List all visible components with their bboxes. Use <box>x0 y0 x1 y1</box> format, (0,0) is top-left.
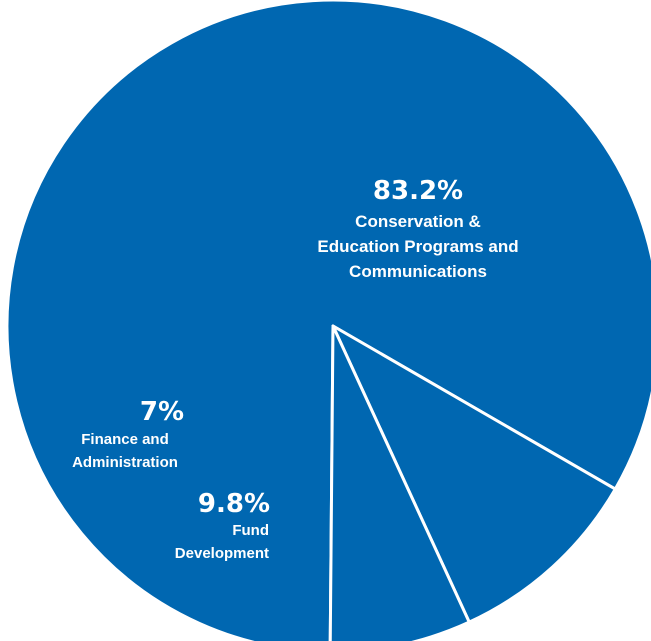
slice-label-finance-administration-line-2: Administration <box>72 454 178 471</box>
slice-label-conservation-line-3: Communications <box>349 262 487 281</box>
slice-label-conservation-line-1: Conservation & <box>355 212 481 231</box>
slice-label-group-conservation: 83.2% Conservation & Education Programs … <box>317 176 518 281</box>
slice-label-conservation-line-2: Education Programs and <box>317 237 518 256</box>
slice-percent-finance-administration: 7% <box>140 397 184 427</box>
slice-label-fund-development-line-2: Development <box>175 545 269 562</box>
slice-percent-conservation: 83.2% <box>373 176 463 206</box>
slice-label-group-finance-administration: 7% Finance and Administration <box>72 397 184 471</box>
slice-label-fund-development-line-1: Fund <box>232 522 269 539</box>
pie-slice-conservation-education <box>5 0 651 641</box>
pie-slices <box>5 0 651 641</box>
slice-label-finance-administration-line-1: Finance and <box>81 431 169 448</box>
slice-label-group-fund-development: 9.8% Fund Development <box>175 489 270 562</box>
slice-percent-fund-development: 9.8% <box>198 489 270 519</box>
pie-slice-finance-administration <box>328 324 471 641</box>
pie-slice-fund-development <box>331 324 617 624</box>
